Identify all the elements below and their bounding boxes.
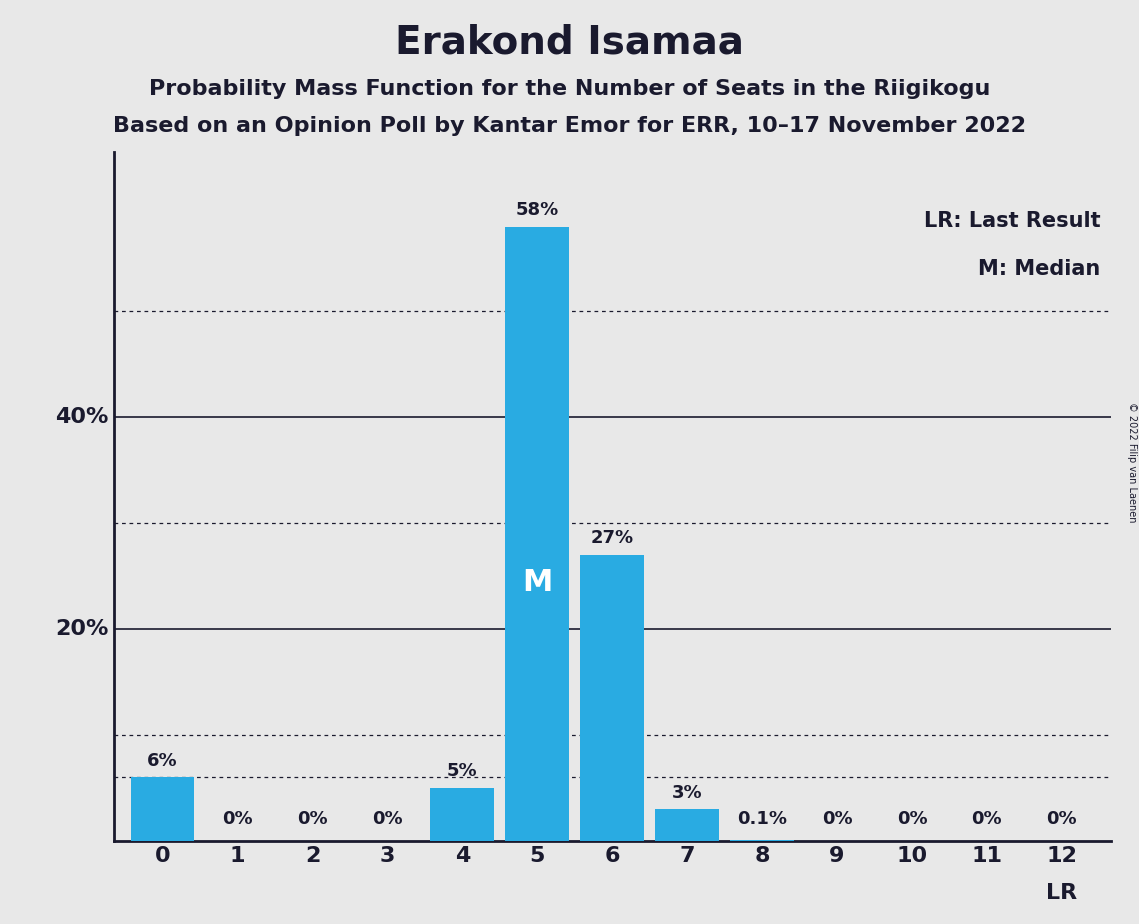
Text: 0%: 0% <box>896 810 927 828</box>
Text: 0%: 0% <box>1047 810 1077 828</box>
Text: 3%: 3% <box>672 784 703 802</box>
Bar <box>655 809 719 841</box>
Text: Based on an Opinion Poll by Kantar Emor for ERR, 10–17 November 2022: Based on an Opinion Poll by Kantar Emor … <box>113 116 1026 136</box>
Text: 58%: 58% <box>516 201 559 219</box>
Text: 0.1%: 0.1% <box>737 810 787 828</box>
Text: 0%: 0% <box>372 810 403 828</box>
Bar <box>581 555 644 841</box>
Text: LR: LR <box>1047 883 1077 903</box>
Text: M: M <box>522 568 552 597</box>
Text: 40%: 40% <box>56 407 108 427</box>
Bar <box>431 788 494 841</box>
Text: 0%: 0% <box>972 810 1002 828</box>
Bar <box>730 840 794 841</box>
Text: M: Median: M: Median <box>978 259 1100 279</box>
Bar <box>131 777 195 841</box>
Text: 0%: 0% <box>297 810 328 828</box>
Text: 27%: 27% <box>591 529 633 548</box>
Text: 5%: 5% <box>446 762 477 781</box>
Bar <box>506 226 570 841</box>
Text: 0%: 0% <box>222 810 253 828</box>
Text: Probability Mass Function for the Number of Seats in the Riigikogu: Probability Mass Function for the Number… <box>149 79 990 99</box>
Text: 6%: 6% <box>147 752 178 770</box>
Text: Erakond Isamaa: Erakond Isamaa <box>395 23 744 61</box>
Text: 20%: 20% <box>56 619 108 639</box>
Text: © 2022 Filip van Laenen: © 2022 Filip van Laenen <box>1126 402 1137 522</box>
Text: 0%: 0% <box>821 810 852 828</box>
Text: LR: Last Result: LR: Last Result <box>924 211 1100 231</box>
